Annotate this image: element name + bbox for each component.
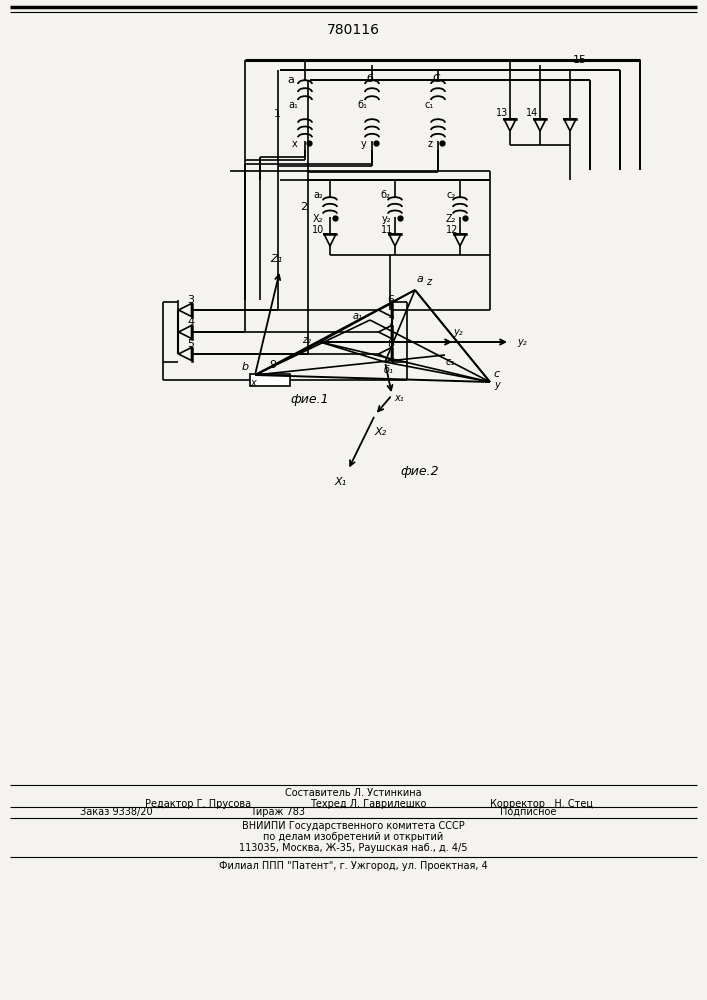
Text: b: b xyxy=(241,362,249,372)
Text: Редактор Г. Прусова: Редактор Г. Прусова xyxy=(145,799,251,809)
Text: x₁: x₁ xyxy=(395,393,404,403)
Text: 13: 13 xyxy=(496,108,508,118)
Text: 5: 5 xyxy=(187,339,194,349)
Text: ВНИИПИ Государственного комитета СССР: ВНИИПИ Государственного комитета СССР xyxy=(242,821,464,831)
Text: z: z xyxy=(426,277,431,287)
Text: c₁: c₁ xyxy=(445,357,455,367)
Text: Корректор   Н. Стец: Корректор Н. Стец xyxy=(490,799,593,809)
Text: б: б xyxy=(366,74,373,84)
Text: Техред Л. Гаврилешко: Техред Л. Гаврилешко xyxy=(310,799,426,809)
Text: б₁: б₁ xyxy=(357,100,367,110)
Text: 3: 3 xyxy=(187,295,194,305)
Text: Тираж 783: Тираж 783 xyxy=(250,807,305,817)
Text: 12: 12 xyxy=(446,225,458,235)
Text: z: z xyxy=(428,139,433,149)
Text: X₁: X₁ xyxy=(335,477,347,487)
Text: фие.2: фие.2 xyxy=(401,466,439,479)
Text: a: a xyxy=(416,274,423,284)
Text: 7: 7 xyxy=(387,317,395,327)
Text: 14: 14 xyxy=(526,108,538,118)
Text: y: y xyxy=(361,139,367,149)
Text: c₁: c₁ xyxy=(424,100,433,110)
Text: Z₂: Z₂ xyxy=(445,214,456,224)
Bar xyxy=(250,374,290,386)
Text: 113035, Москва, Ж-35, Раушская наб., д. 4/5: 113035, Москва, Ж-35, Раушская наб., д. … xyxy=(239,843,467,853)
Text: y₂: y₂ xyxy=(453,327,463,337)
Text: z₂: z₂ xyxy=(303,335,312,345)
Text: y: y xyxy=(494,380,500,390)
Text: 4: 4 xyxy=(187,317,194,327)
Text: 11: 11 xyxy=(381,225,393,235)
Text: y₂: y₂ xyxy=(518,337,527,347)
Text: фие.1: фие.1 xyxy=(291,393,329,406)
Text: X₂: X₂ xyxy=(312,214,323,224)
Text: x: x xyxy=(250,378,256,388)
Text: по делам изобретений и открытий: по делам изобретений и открытий xyxy=(263,832,443,842)
Text: Составитель Л. Устинкина: Составитель Л. Устинкина xyxy=(285,788,421,798)
Text: c: c xyxy=(494,369,500,379)
Text: 9: 9 xyxy=(269,360,276,370)
Text: б₁: б₁ xyxy=(384,365,394,375)
Text: a₁: a₁ xyxy=(288,100,298,110)
Text: 10: 10 xyxy=(312,225,324,235)
Text: 2: 2 xyxy=(300,202,308,212)
Text: C: C xyxy=(432,74,440,84)
Text: a₂: a₂ xyxy=(313,190,323,200)
Text: c₂: c₂ xyxy=(446,190,455,200)
Text: 780116: 780116 xyxy=(327,23,380,37)
Text: Подписное: Подписное xyxy=(500,807,556,817)
Text: 15: 15 xyxy=(573,55,587,65)
Text: a₁: a₁ xyxy=(353,311,363,321)
Text: б₂: б₂ xyxy=(380,190,390,200)
Text: Z₁: Z₁ xyxy=(270,254,282,264)
Text: Филиал ППП "Патент", г. Ужгород, ул. Проектная, 4: Филиал ППП "Патент", г. Ужгород, ул. Про… xyxy=(218,861,487,871)
Text: y₂: y₂ xyxy=(382,214,392,224)
Text: 1: 1 xyxy=(274,109,281,119)
Text: a: a xyxy=(288,75,294,85)
Text: 6: 6 xyxy=(387,295,395,305)
Text: Заказ 9338/20: Заказ 9338/20 xyxy=(80,807,153,817)
Text: X₂: X₂ xyxy=(375,427,387,437)
Text: x: x xyxy=(292,139,298,149)
Text: 8: 8 xyxy=(387,339,395,349)
